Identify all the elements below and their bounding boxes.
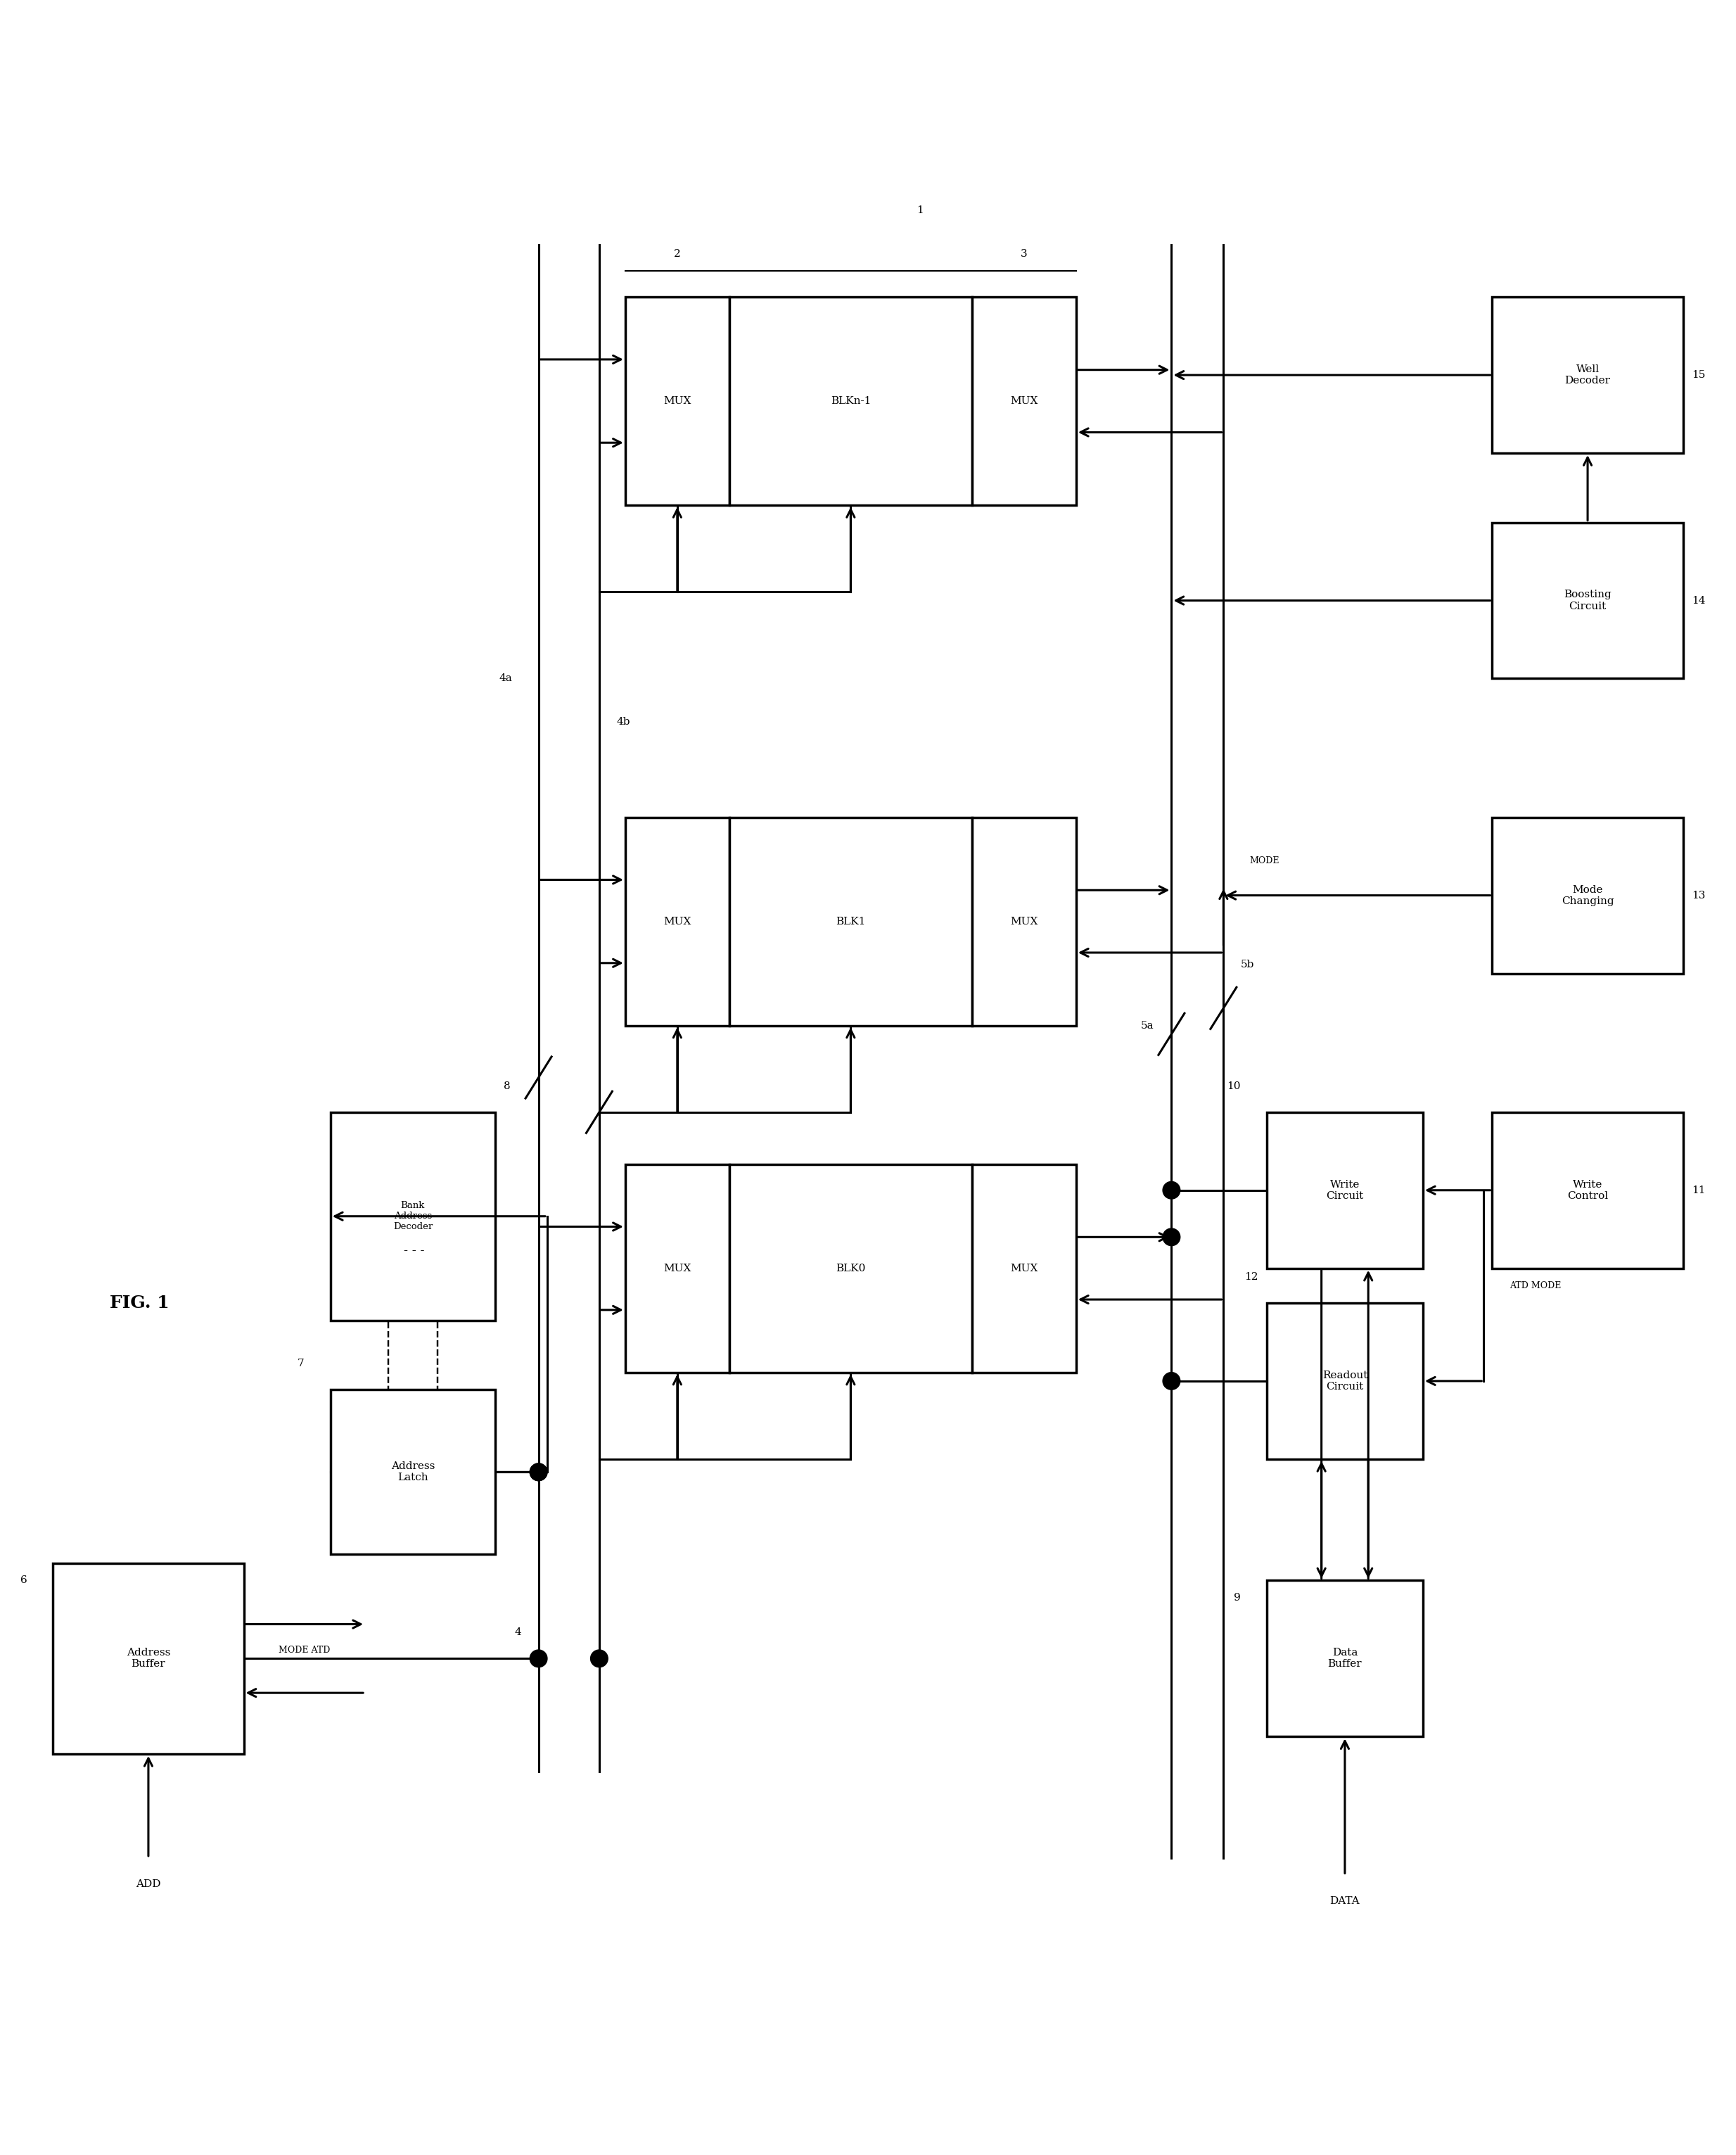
Text: MODE: MODE: [1250, 856, 1279, 866]
Text: Well
Decoder: Well Decoder: [1564, 364, 1611, 386]
Circle shape: [1163, 1373, 1180, 1390]
Bar: [1493, 817, 1682, 974]
Text: ADD: ADD: [135, 1879, 161, 1890]
Text: Mode
Changing: Mode Changing: [1561, 886, 1614, 905]
Bar: [625, 1164, 729, 1373]
Text: 10: 10: [1227, 1082, 1241, 1090]
Circle shape: [529, 1463, 547, 1480]
Text: MUX: MUX: [1010, 916, 1038, 927]
Text: 6: 6: [21, 1575, 28, 1586]
Bar: [1267, 1112, 1424, 1269]
Text: 14: 14: [1691, 595, 1705, 606]
Text: Boosting
Circuit: Boosting Circuit: [1564, 590, 1611, 612]
Text: MUX: MUX: [1010, 1263, 1038, 1274]
Bar: [972, 1164, 1076, 1373]
Text: 11: 11: [1691, 1185, 1705, 1196]
Bar: [972, 817, 1076, 1026]
Text: MUX: MUX: [663, 916, 691, 927]
Text: 12: 12: [1245, 1271, 1259, 1282]
Text: Bank
Address
Decoder: Bank Address Decoder: [392, 1200, 432, 1231]
Text: DATA: DATA: [1330, 1896, 1359, 1907]
Circle shape: [1163, 1228, 1180, 1246]
Text: Address
Latch: Address Latch: [391, 1461, 434, 1483]
Text: BLKn-1: BLKn-1: [830, 397, 871, 405]
Bar: [54, 1562, 243, 1754]
Text: 4b: 4b: [616, 718, 630, 726]
Bar: [1493, 1112, 1682, 1269]
Bar: [330, 1390, 495, 1554]
Bar: [1493, 522, 1682, 679]
Text: MUX: MUX: [1010, 397, 1038, 405]
Bar: [729, 817, 972, 1026]
Text: 5b: 5b: [1241, 959, 1255, 970]
Text: MODE ATD: MODE ATD: [279, 1646, 330, 1655]
Text: ATD MODE: ATD MODE: [1510, 1280, 1561, 1291]
Text: 13: 13: [1691, 890, 1705, 901]
Text: 8: 8: [503, 1082, 510, 1090]
Text: FIG. 1: FIG. 1: [109, 1295, 170, 1312]
Circle shape: [590, 1651, 608, 1668]
Text: - - -: - - -: [404, 1246, 425, 1256]
Text: 2: 2: [674, 248, 681, 259]
Text: 4a: 4a: [500, 675, 512, 683]
Bar: [1267, 1304, 1424, 1459]
Text: Write
Control: Write Control: [1568, 1179, 1608, 1200]
Text: 1: 1: [917, 205, 924, 216]
Bar: [625, 297, 729, 504]
Bar: [1493, 297, 1682, 453]
Text: 9: 9: [1234, 1593, 1241, 1603]
Circle shape: [1163, 1181, 1180, 1198]
Bar: [1267, 1580, 1424, 1737]
Text: BLK1: BLK1: [835, 916, 866, 927]
Circle shape: [529, 1463, 547, 1480]
Text: Address
Buffer: Address Buffer: [127, 1649, 170, 1670]
Text: Readout
Circuit: Readout Circuit: [1323, 1371, 1368, 1392]
Text: 4: 4: [514, 1627, 521, 1638]
Text: 5a: 5a: [1141, 1021, 1154, 1030]
Circle shape: [529, 1651, 547, 1668]
Bar: [330, 1112, 495, 1321]
Text: 3: 3: [1021, 248, 1028, 259]
Bar: [729, 297, 972, 504]
Text: MUX: MUX: [663, 397, 691, 405]
Bar: [729, 1164, 972, 1373]
Text: Data
Buffer: Data Buffer: [1328, 1649, 1363, 1670]
Text: 15: 15: [1691, 371, 1705, 379]
Text: Write
Circuit: Write Circuit: [1326, 1179, 1363, 1200]
Bar: [972, 297, 1076, 504]
Text: BLK0: BLK0: [835, 1263, 866, 1274]
Bar: [625, 817, 729, 1026]
Text: MUX: MUX: [663, 1263, 691, 1274]
Text: 7: 7: [297, 1360, 304, 1368]
